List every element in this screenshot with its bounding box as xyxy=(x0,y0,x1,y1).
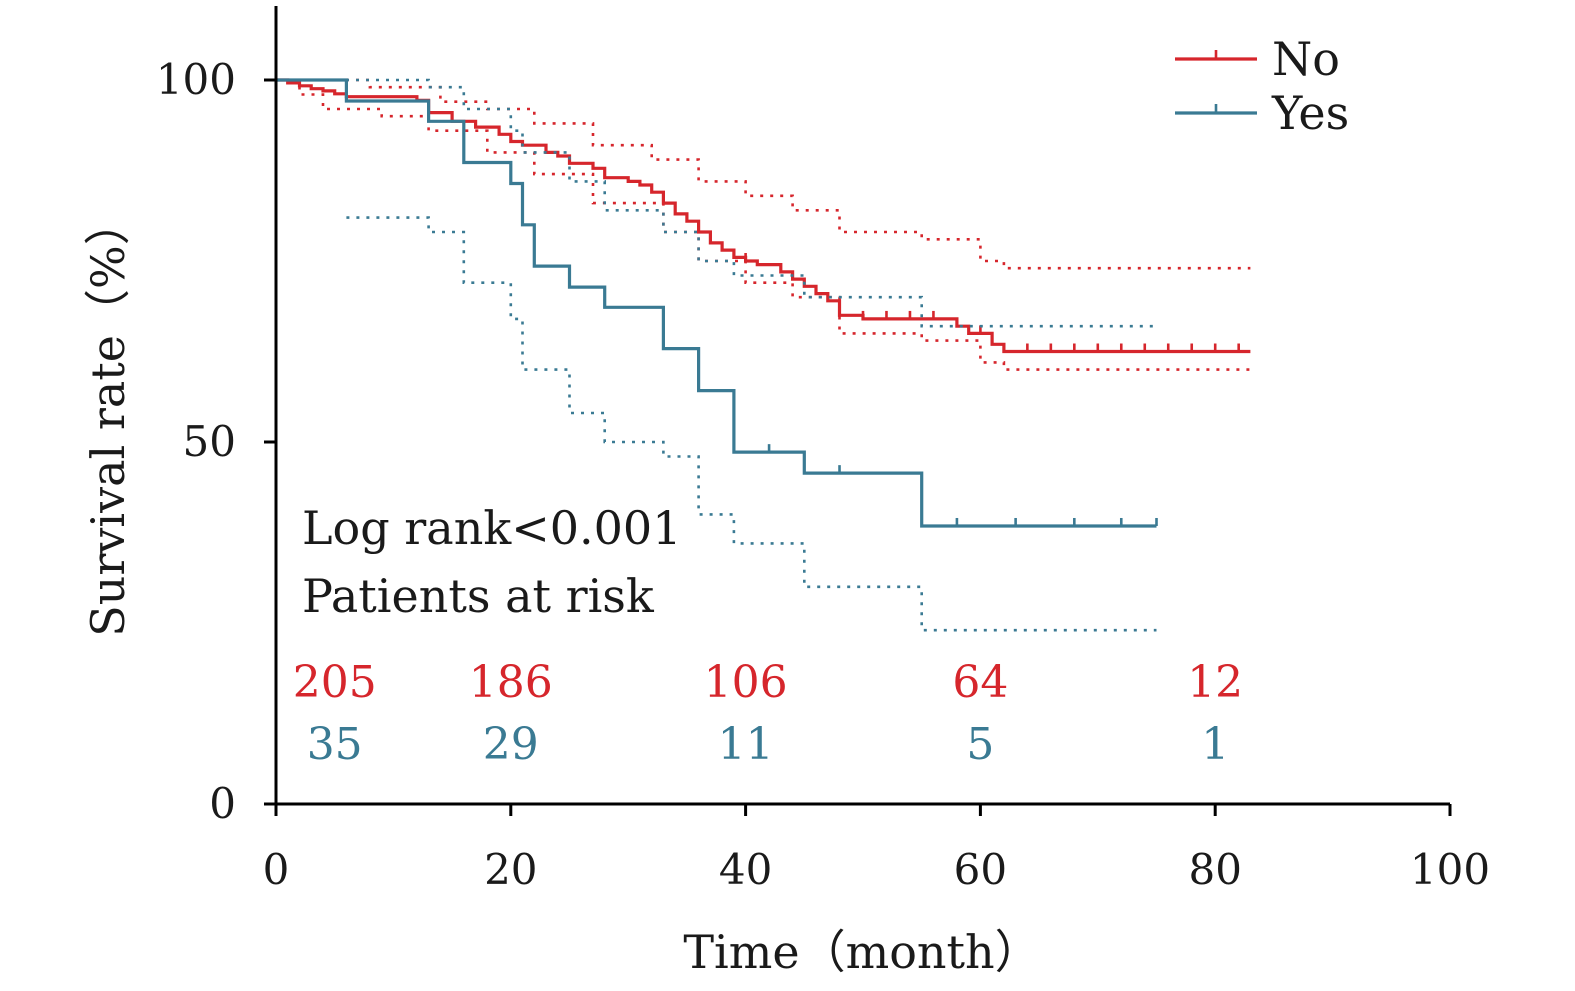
series-no xyxy=(276,78,1251,371)
x-tick-label: 100 xyxy=(1410,845,1490,894)
x-tick-label: 60 xyxy=(954,845,1007,894)
x-tick-label: 80 xyxy=(1188,845,1241,894)
series-yes xyxy=(276,78,1158,632)
log-rank-annotation: Log rank<0.001 xyxy=(302,501,681,555)
x-tick-label: 40 xyxy=(719,845,772,894)
risk-count-no: 64 xyxy=(952,657,1008,708)
y-tick-label: 0 xyxy=(209,779,236,828)
legend-label-yes: Yes xyxy=(1271,86,1349,140)
risk-count-yes: 35 xyxy=(307,719,363,770)
ci-lower-yes xyxy=(346,216,1157,632)
plot-area xyxy=(276,78,1251,632)
y-tick-label: 100 xyxy=(156,55,236,104)
risk-count-no: 186 xyxy=(469,657,553,708)
ci-upper-no xyxy=(276,78,1251,270)
risk-table: 205 186 106 64 12 35 29 11 5 1 xyxy=(293,657,1243,770)
ci-lower-no xyxy=(276,78,1251,371)
risk-count-no: 205 xyxy=(293,657,377,708)
patients-at-risk-label: Patients at risk xyxy=(302,569,655,623)
x-tick-label: 20 xyxy=(484,845,537,894)
legend-label-no: No xyxy=(1272,32,1340,86)
y-tick-label: 50 xyxy=(183,417,236,466)
risk-count-no: 12 xyxy=(1187,657,1243,708)
survival-curve-yes xyxy=(276,78,1157,528)
risk-count-yes: 29 xyxy=(483,719,539,770)
x-tick-label: 0 xyxy=(263,845,290,894)
y-axis-title: Survival rate（%） xyxy=(81,199,135,636)
risk-count-yes: 5 xyxy=(966,719,994,770)
survival-curve-no xyxy=(276,78,1251,354)
risk-count-no: 106 xyxy=(704,657,788,708)
x-axis-title: Time（month） xyxy=(683,925,1040,979)
risk-count-yes: 1 xyxy=(1201,719,1229,770)
ci-upper-yes xyxy=(276,78,1157,328)
risk-count-yes: 11 xyxy=(718,719,774,770)
axes: 0 20 40 60 80 100 0 50 100 xyxy=(156,6,1490,894)
